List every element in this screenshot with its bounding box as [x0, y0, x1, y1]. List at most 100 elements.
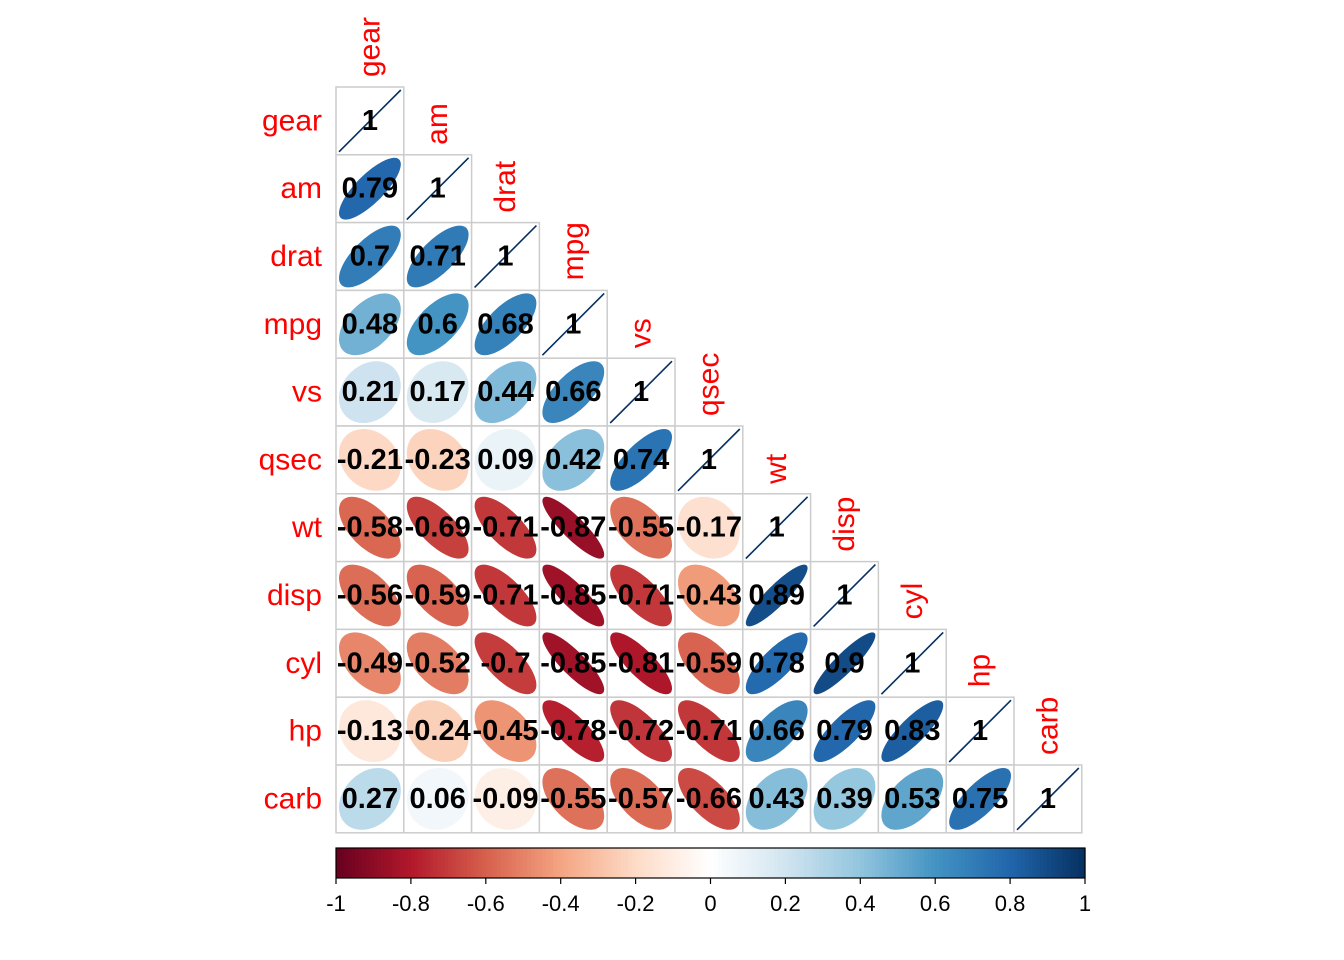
coefficient-label: -0.17 — [676, 512, 742, 544]
coefficient-label: -0.71 — [608, 580, 674, 612]
colorbar-tick-label: 0.4 — [845, 891, 876, 916]
coefficient-label: 0.6 — [418, 308, 458, 340]
ellipse-mark — [678, 768, 740, 830]
coefficient-label: 0.83 — [884, 715, 940, 747]
colorbar-segment — [923, 848, 929, 878]
colorbar-segment — [497, 848, 502, 878]
colorbar-segment — [766, 848, 772, 878]
cell-disp-disp: 1 — [809, 560, 880, 631]
ellipse-mark — [542, 496, 605, 559]
cell-cyl-cyl: 1 — [877, 628, 947, 698]
ellipse-mark — [542, 632, 605, 695]
colorbar-segment — [568, 848, 573, 878]
cell-qsec-drat: 0.09 — [470, 425, 541, 495]
ellipse-mark — [338, 89, 402, 153]
colorbar-segment — [908, 848, 914, 878]
cell-am-gear: 0.79 — [335, 154, 405, 224]
colorbar-segment — [796, 848, 801, 878]
cell-qsec-qsec: 1 — [674, 425, 744, 495]
colorbar-segment — [440, 848, 446, 878]
colorbar-segment — [950, 848, 955, 878]
colorbar-segment — [519, 848, 524, 878]
ellipse-mark — [610, 564, 672, 627]
colorbar-segment — [1040, 848, 1045, 878]
colorbar-segment — [403, 848, 408, 878]
coefficient-label: 0.17 — [409, 376, 465, 408]
column-labels: gear am drat mpg vs qsec wt disp cyl hp carb — [353, 17, 1064, 755]
row-label-cyl: cyl — [285, 647, 322, 680]
cell-am-am: 1 — [403, 154, 473, 224]
colorbar-segment — [1028, 848, 1034, 878]
cell-wt-vs: -0.55 — [606, 493, 676, 563]
colorbar-segment — [1055, 848, 1060, 878]
colorbar-segment — [676, 848, 682, 878]
coefficient-label: 0.89 — [748, 580, 804, 612]
coefficient-label: 0.53 — [884, 783, 940, 815]
colorbar-segment — [452, 848, 457, 878]
cell-cyl-mpg: -0.85 — [538, 628, 608, 698]
colorbar-segment — [688, 848, 693, 878]
colorbar-segment — [942, 848, 948, 878]
cell-hp-mpg: -0.78 — [538, 696, 608, 766]
ellipse-mark — [745, 700, 808, 762]
cell-cyl-wt: 0.78 — [742, 628, 812, 698]
ellipse-mark — [406, 768, 469, 830]
ellipse-mark — [338, 429, 401, 491]
colorbar-segment — [410, 848, 416, 878]
cell-hp-cyl: 0.83 — [877, 696, 947, 766]
cell-carb-drat: -0.09 — [470, 764, 541, 834]
colorbar-segment — [564, 848, 569, 878]
coefficient-label: -0.69 — [405, 512, 471, 544]
cell-carb-am: 0.06 — [403, 764, 473, 834]
colorbar-segment — [579, 848, 584, 878]
ellipse-mark — [1016, 767, 1080, 831]
colorbar-segment — [946, 848, 951, 878]
colorbar-segment — [635, 848, 640, 878]
row-labels: gear am drat mpg vs qsec wt disp cyl hp carb — [259, 104, 323, 815]
colorbar-segment — [995, 848, 1000, 878]
colorbar-segment — [886, 848, 891, 878]
cell-carb-wt: 0.43 — [742, 764, 812, 834]
ellipse-mark — [474, 496, 537, 559]
ellipse-mark — [678, 700, 740, 763]
ellipse-mark — [406, 564, 469, 627]
ellipse-mark — [338, 496, 401, 559]
ellipse-mark — [610, 428, 672, 491]
colorbar-segment — [392, 848, 397, 878]
cell-disp-qsec: -0.43 — [674, 560, 744, 631]
column-label-gear: gear — [353, 17, 386, 77]
colorbar-segment — [695, 848, 700, 878]
coefficient-label: 1 — [565, 308, 581, 340]
cell-disp-wt: 0.89 — [742, 560, 812, 631]
colorbar-segment — [350, 848, 356, 878]
row-label-gear: gear — [262, 104, 322, 137]
row-label-carb: carb — [264, 782, 322, 815]
colorbar-segment — [534, 848, 539, 878]
colorbar-segment — [575, 848, 581, 878]
colorbar-segment — [1070, 848, 1075, 878]
coefficient-label: -0.57 — [608, 783, 674, 815]
colorbar-segment — [927, 848, 933, 878]
colorbar-segment — [811, 848, 816, 878]
colorbar-segment — [377, 848, 382, 878]
column-label-wt: wt — [760, 453, 793, 485]
colorbar-segment — [938, 848, 944, 878]
colorbar-segment — [830, 848, 835, 878]
cell-cyl-am: -0.52 — [403, 628, 473, 698]
ellipse-mark — [542, 700, 605, 762]
colorbar-segment — [512, 848, 517, 878]
colorbar-segment — [759, 848, 764, 878]
ellipse-mark — [610, 700, 673, 762]
coefficient-label: -0.21 — [337, 444, 403, 476]
cell-qsec-vs: 0.74 — [606, 425, 676, 495]
colorbar-segment — [444, 848, 449, 878]
ellipse-mark — [474, 700, 537, 762]
colorbar-segment — [983, 848, 989, 878]
colorbar-segment — [822, 848, 828, 878]
colorbar-tick-label: 0.2 — [770, 891, 801, 916]
ellipse-mark — [338, 768, 401, 830]
colorbar-segment — [800, 848, 805, 878]
colorbar-segment — [755, 848, 760, 878]
colorbar-segment — [834, 848, 839, 878]
cell-hp-qsec: -0.71 — [674, 696, 744, 766]
